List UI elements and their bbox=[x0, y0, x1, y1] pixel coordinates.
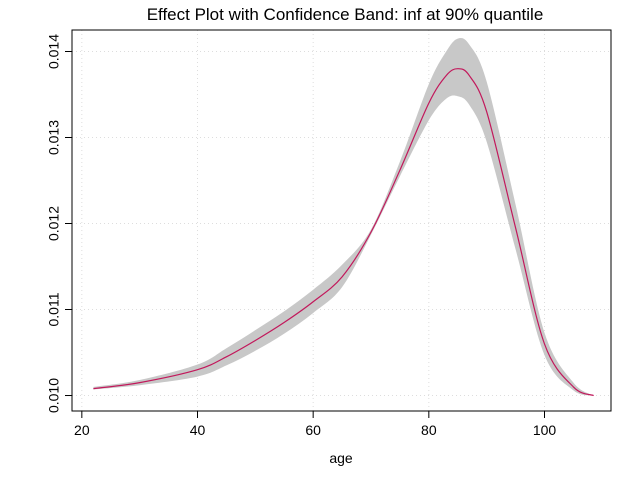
x-tick-label: 20 bbox=[74, 422, 90, 438]
y-tick-label: 0.010 bbox=[46, 378, 62, 413]
confidence-band bbox=[93, 38, 594, 396]
y-tick-label: 0.011 bbox=[46, 292, 62, 326]
x-tick-label: 100 bbox=[533, 422, 557, 438]
x-tick-label: 60 bbox=[305, 422, 321, 438]
grid-layer bbox=[72, 30, 611, 411]
axes: 20 40 60 80 100 0.010 0.011 0.012 0.013 0.014 bbox=[46, 34, 557, 438]
x-axis-label: age bbox=[329, 450, 353, 466]
plot-frame bbox=[71, 29, 612, 412]
effect-line bbox=[93, 68, 594, 397]
y-tick-label: 0.012 bbox=[46, 206, 62, 241]
x-tick-label: 40 bbox=[190, 422, 206, 438]
y-tick-label: 0.014 bbox=[46, 34, 62, 69]
y-tick-label: 0.013 bbox=[46, 120, 62, 155]
chart-title: Effect Plot with Confidence Band: inf at… bbox=[147, 5, 544, 24]
x-tick-label: 80 bbox=[421, 422, 437, 438]
